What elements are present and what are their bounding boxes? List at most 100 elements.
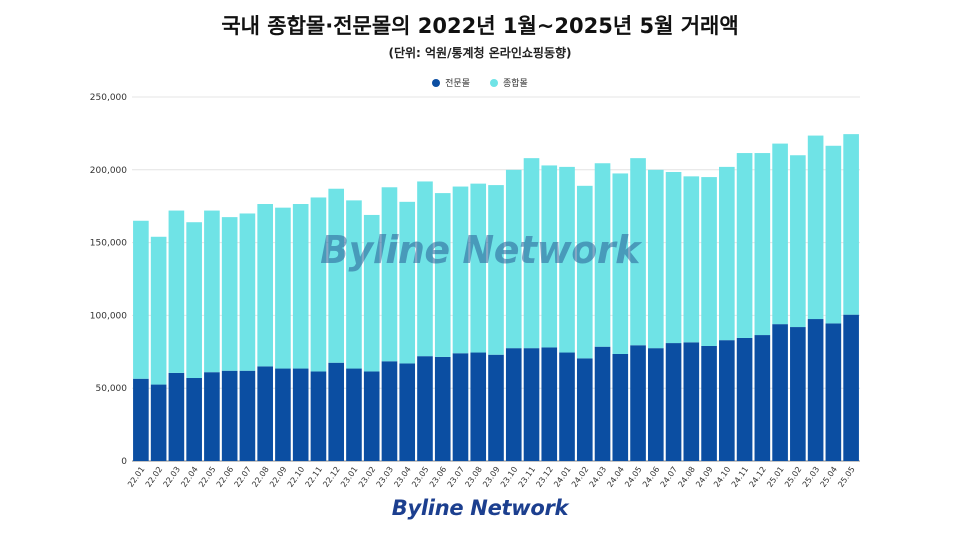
bar-segment-specialty-mall [630, 345, 646, 461]
bar-segment-general-mall [523, 158, 540, 349]
x-tick-label: 22.06 [215, 465, 236, 489]
x-tick-label: 23.03 [375, 465, 396, 489]
bar-segment-general-mall [701, 177, 717, 346]
bar-segment-general-mall [470, 183, 487, 353]
bar-segment-specialty-mall [399, 363, 416, 461]
y-tick-label: 150,000 [90, 239, 127, 249]
bar-segment-general-mall [683, 176, 700, 343]
bar-segment-specialty-mall [719, 340, 735, 461]
x-tick-label: 24.02 [570, 465, 591, 489]
y-tick-label: 250,000 [90, 93, 127, 103]
x-tick-label: 22.11 [304, 465, 325, 489]
y-tick-label: 50,000 [96, 384, 128, 394]
bar-segment-specialty-mall [665, 343, 682, 461]
x-tick-label: 23.08 [463, 465, 484, 489]
x-tick-label: 22.07 [233, 465, 254, 489]
bar-segment-specialty-mall [186, 378, 202, 461]
x-tick-label: 23.09 [481, 465, 502, 489]
legend-swatch-specialty-mall [432, 78, 441, 87]
bar-segment-specialty-mall [772, 324, 788, 461]
x-tick-label: 23.11 [517, 465, 538, 489]
bar-segment-specialty-mall [612, 353, 629, 461]
bar-segment-general-mall [790, 155, 806, 328]
footer-logo: Byline Network [391, 496, 569, 520]
bar-segment-specialty-mall [541, 347, 558, 461]
bar-segment-general-mall [630, 158, 646, 346]
bar-segment-specialty-mall [133, 378, 149, 461]
bar-segment-general-mall [346, 200, 362, 369]
x-tick-label: 25.02 [783, 465, 804, 489]
bar-segment-specialty-mall [150, 384, 167, 461]
bar-segment-general-mall [825, 145, 842, 324]
x-tick-label: 23.02 [357, 465, 378, 489]
bar-segment-general-mall [576, 185, 593, 359]
bar-segment-general-mall [843, 134, 859, 315]
x-tick-label: 24.09 [694, 465, 715, 489]
legend-label-general-mall: 종합몰 [503, 79, 528, 89]
bar-segment-specialty-mall [825, 323, 842, 461]
bar-segment-general-mall [257, 204, 273, 367]
chart-title: 국내 종합몰·전문몰의 2022년 1월~2025년 5월 거래액 [221, 14, 739, 38]
bar-segment-specialty-mall [328, 362, 345, 461]
x-tick-label: 24.05 [623, 465, 644, 489]
bar-segment-general-mall [612, 173, 629, 354]
x-tick-label: 24.11 [730, 465, 751, 489]
bar-segment-specialty-mall [488, 354, 504, 461]
bar-segment-specialty-mall [257, 366, 273, 461]
chart-subtitle: (단위: 억원/통계청 온라인쇼핑동향) [388, 46, 572, 60]
bar-segment-specialty-mall [576, 358, 593, 461]
bar-segment-general-mall [310, 197, 327, 372]
bar-segment-specialty-mall [381, 361, 398, 461]
x-tick-label: 25.01 [765, 465, 786, 489]
bar-segment-specialty-mall [683, 342, 700, 461]
bar-segment-specialty-mall [470, 352, 487, 461]
legend-label-specialty-mall: 전문몰 [445, 79, 470, 89]
y-tick-label: 0 [121, 457, 127, 467]
bar-segment-general-mall [594, 163, 611, 347]
x-tick-label: 23.06 [428, 465, 449, 489]
bar-segment-specialty-mall [647, 348, 664, 461]
x-tick-label: 23.07 [446, 465, 467, 489]
bar-segment-general-mall [221, 217, 238, 371]
x-tick-label: 23.12 [534, 465, 555, 489]
bar-segment-specialty-mall [221, 370, 238, 461]
bar-segment-general-mall [665, 171, 682, 344]
x-tick-label: 23.04 [392, 465, 413, 489]
bar-segment-specialty-mall [505, 348, 522, 461]
x-tick-label: 22.10 [286, 465, 307, 489]
bar-segment-general-mall [541, 165, 558, 348]
bar-segment-general-mall [505, 169, 522, 349]
bar-segment-specialty-mall [807, 319, 824, 461]
bar-segment-general-mall [150, 236, 167, 385]
bar-segment-specialty-mall [843, 314, 859, 461]
bar-segment-specialty-mall [790, 327, 806, 461]
x-tick-label: 22.08 [250, 465, 271, 489]
bar-segment-general-mall [328, 188, 345, 363]
x-tick-label: 22.03 [162, 465, 183, 489]
bar-segment-specialty-mall [346, 368, 362, 461]
bar-segment-general-mall [736, 153, 753, 338]
bar-segment-general-mall [807, 135, 824, 320]
bar-segment-general-mall [754, 153, 771, 336]
bar-segment-general-mall [719, 166, 735, 341]
bar-segment-specialty-mall [452, 353, 469, 461]
bar-segment-specialty-mall [523, 348, 540, 461]
x-tick-label: 25.05 [836, 465, 857, 489]
legend-item-specialty-mall: 전문몰 [432, 76, 470, 89]
bar-segment-specialty-mall [434, 356, 451, 461]
bar-segment-general-mall [381, 187, 398, 362]
x-tick-label: 24.08 [676, 465, 697, 489]
bar-segment-general-mall [399, 201, 416, 364]
bar-segment-specialty-mall [310, 371, 327, 461]
bar-segment-general-mall [559, 166, 575, 353]
legend-item-general-mall: 종합몰 [490, 76, 528, 89]
bar-segment-general-mall [168, 210, 185, 373]
bar-segment-specialty-mall [292, 368, 309, 461]
bar-segment-general-mall [133, 220, 149, 379]
bar-segment-specialty-mall [363, 371, 380, 461]
bar-segment-general-mall [239, 213, 256, 371]
x-tick-label: 22.09 [268, 465, 289, 489]
bar-segment-specialty-mall [417, 356, 433, 461]
bar-segment-general-mall [772, 143, 788, 325]
